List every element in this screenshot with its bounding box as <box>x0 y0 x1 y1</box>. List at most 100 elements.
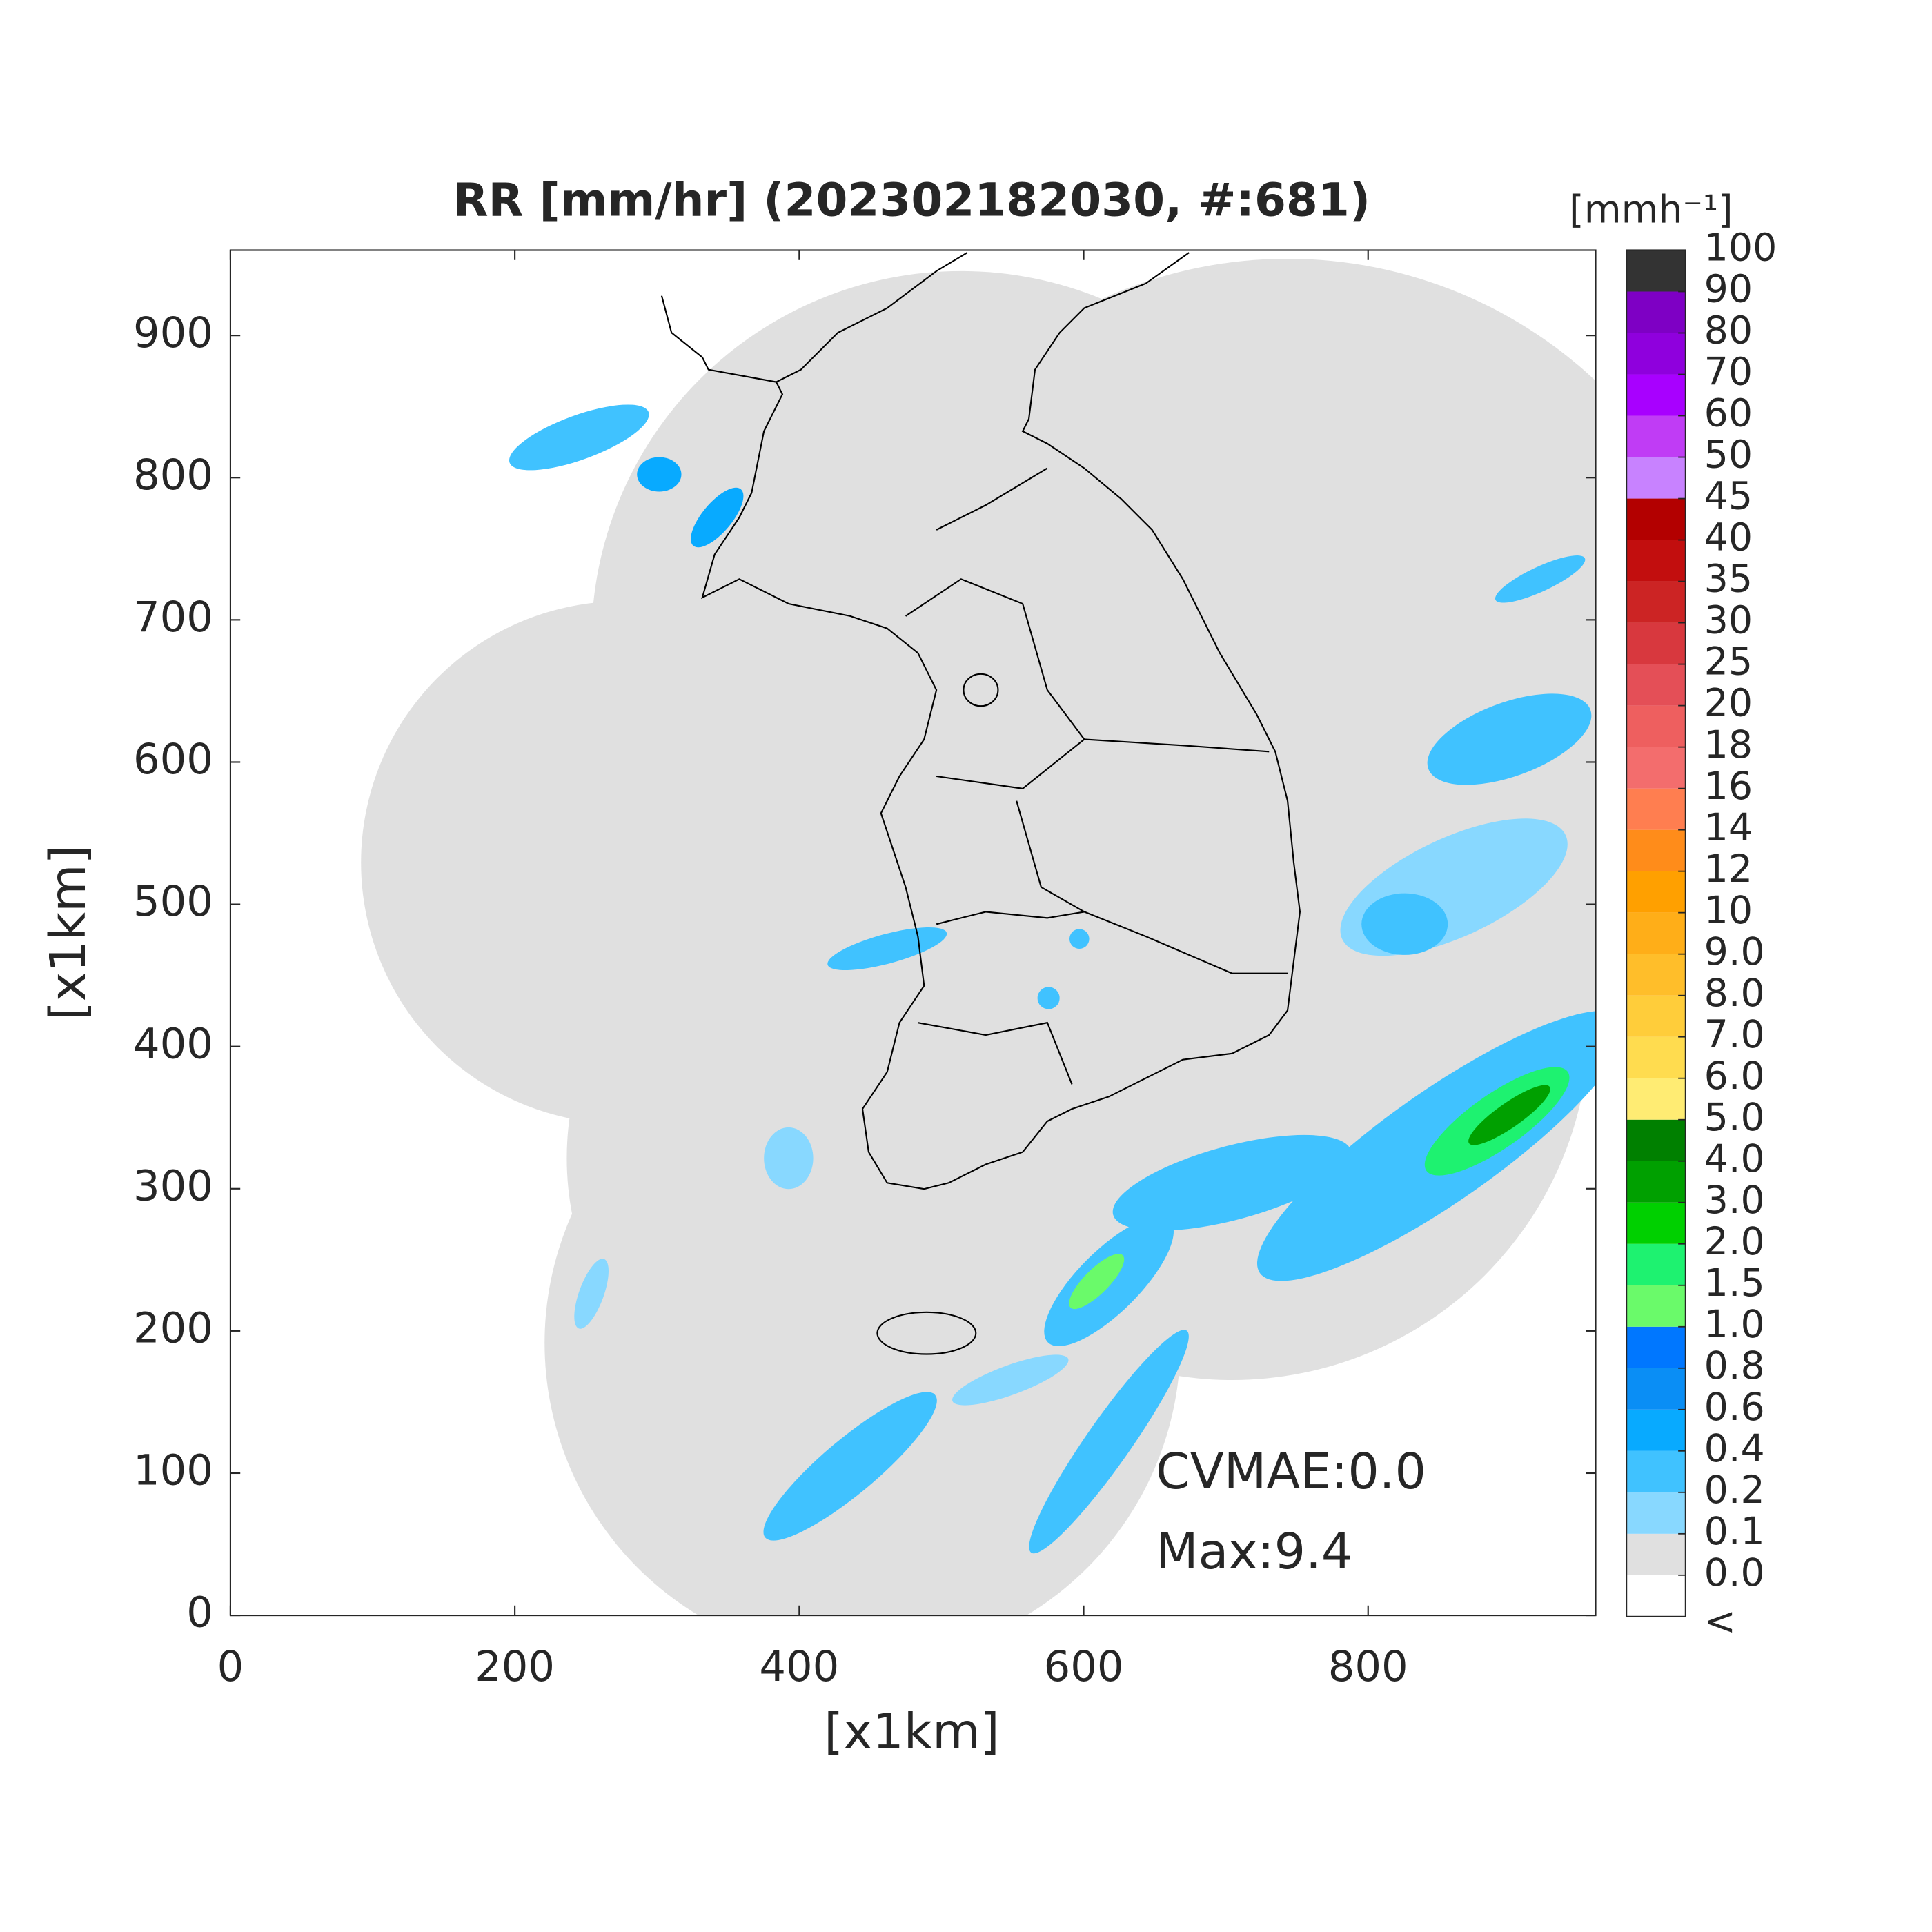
colorbar-segment <box>1626 954 1686 996</box>
colorbar-label: 0.2 <box>1704 1468 1765 1512</box>
rain-echo <box>1361 893 1448 955</box>
plot-frame <box>229 249 1597 1617</box>
rain-echo <box>1495 555 1586 603</box>
x-tick-label: 600 <box>1044 1643 1124 1691</box>
colorbar-label: 90 <box>1704 268 1753 312</box>
colorbar-label: 10 <box>1704 889 1753 933</box>
colorbar-label: 16 <box>1704 765 1753 809</box>
colorbar-segment <box>1626 747 1686 789</box>
x-tick-label: 0 <box>217 1643 244 1691</box>
colorbar-segment <box>1626 664 1686 706</box>
colorbar-label: 30 <box>1704 599 1753 643</box>
colorbar-label: 2.0 <box>1704 1220 1765 1264</box>
rain-echo <box>574 1259 609 1329</box>
annotation: CVMAE:0.0 <box>1156 1443 1426 1500</box>
rain-echo <box>1112 1134 1352 1231</box>
colorbar-label: 3.0 <box>1704 1179 1765 1223</box>
jeju-island <box>876 1311 977 1355</box>
colorbar-segment <box>1626 291 1686 333</box>
colorbar-under-label: < <box>1704 1600 1736 1644</box>
colorbar-segment <box>1626 1078 1686 1120</box>
colorbar-under <box>1626 1575 1686 1617</box>
colorbar-label: 12 <box>1704 847 1753 891</box>
chart-title: RR [mm/hr] (202302182030, #:681) <box>453 174 1370 227</box>
rain-echo <box>1037 987 1060 1009</box>
colorbar-label: 25 <box>1704 640 1753 684</box>
colorbar-label: 5.0 <box>1704 1096 1765 1140</box>
colorbar-label: 1.5 <box>1704 1261 1765 1305</box>
annotation: Max:9.4 <box>1156 1523 1352 1580</box>
colorbar-segment <box>1626 1409 1686 1451</box>
colorbar-label: 45 <box>1704 475 1753 519</box>
colorbar-segment <box>1626 1368 1686 1410</box>
colorbar-segment <box>1626 912 1686 954</box>
colorbar-label: 4.0 <box>1704 1137 1765 1181</box>
rain-echoes <box>509 404 1596 1554</box>
y-tick-label: 100 <box>133 1447 213 1495</box>
x-axis-label: [x1km] <box>824 1703 999 1760</box>
coastlines <box>660 252 1301 1355</box>
y-tick-label: 800 <box>133 451 213 500</box>
x-tick-label: 200 <box>475 1643 555 1691</box>
colorbar-segment <box>1626 498 1686 540</box>
colorbar-segment <box>1626 540 1686 582</box>
colorbar-label: 20 <box>1704 682 1753 726</box>
rain-echo <box>952 1354 1069 1406</box>
y-tick-label: 300 <box>133 1162 213 1210</box>
province-border <box>905 467 1288 1085</box>
rain-echo <box>1029 1330 1189 1554</box>
colorbar-segment <box>1626 1243 1686 1285</box>
y-tick-label: 0 <box>186 1589 213 1637</box>
colorbar-segment <box>1626 1450 1686 1492</box>
colorbar-label: 35 <box>1704 558 1753 602</box>
colorbar-title: [mmh⁻¹] <box>1569 188 1733 232</box>
colorbar-segment <box>1626 871 1686 913</box>
colorbar-segment <box>1626 705 1686 747</box>
colorbar-segment <box>1626 581 1686 623</box>
y-tick-label: 700 <box>133 593 213 642</box>
colorbar-label: 0.1 <box>1704 1510 1765 1554</box>
rain-echo <box>827 927 947 971</box>
rain-echo <box>764 1127 814 1190</box>
colorbar-label: 40 <box>1704 516 1753 560</box>
coastline <box>660 252 1301 1190</box>
rain-echo <box>691 487 744 548</box>
y-tick-label: 900 <box>133 309 213 357</box>
colorbar-label: 50 <box>1704 433 1753 477</box>
y-tick-label: 600 <box>133 736 213 784</box>
colorbar-segment <box>1626 829 1686 871</box>
colorbar-label: 18 <box>1704 723 1753 767</box>
rain-echo <box>509 404 649 471</box>
rain-echo <box>1070 929 1090 949</box>
colorbar-segment <box>1626 1492 1686 1534</box>
colorbar-segment <box>1626 333 1686 375</box>
colorbar-segment <box>1626 622 1686 664</box>
colorbar-label: 14 <box>1704 806 1753 850</box>
colorbar-label: 9.0 <box>1704 930 1765 974</box>
colorbar-label: 70 <box>1704 351 1753 395</box>
rain-echo <box>1069 1254 1125 1310</box>
colorbar-label: 0.6 <box>1704 1386 1765 1430</box>
seoul-boundary <box>963 673 999 707</box>
rain-echo <box>1468 1085 1550 1145</box>
colorbar-label: 8.0 <box>1704 972 1765 1016</box>
colorbar-label: 0.8 <box>1704 1344 1765 1388</box>
y-tick-label: 500 <box>133 878 213 926</box>
colorbar-label: 6.0 <box>1704 1054 1765 1098</box>
y-tick-label: 400 <box>133 1020 213 1068</box>
radar-coverage <box>361 259 1596 1616</box>
colorbar-segment <box>1626 415 1686 457</box>
colorbar-segment <box>1626 1285 1686 1327</box>
colorbar-segment <box>1626 995 1686 1037</box>
radar-map <box>361 252 1596 1616</box>
x-tick-label: 400 <box>759 1643 839 1691</box>
colorbar-label: 60 <box>1704 392 1753 436</box>
colorbar-label: 0.0 <box>1704 1551 1765 1595</box>
x-tick-label: 800 <box>1328 1643 1408 1691</box>
colorbar-frame <box>1626 249 1686 1617</box>
colorbar-segment <box>1626 457 1686 499</box>
colorbar-segment <box>1626 374 1686 416</box>
y-axis-label: [x1km] <box>39 845 97 1021</box>
